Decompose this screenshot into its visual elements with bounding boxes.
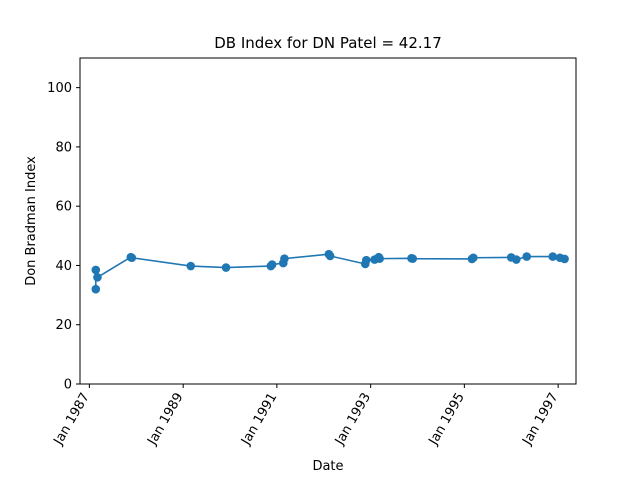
y-tick-label: 0 <box>64 378 72 393</box>
y-axis-title: Don Bradman Index <box>24 156 39 286</box>
axes-frame <box>79 57 577 385</box>
data-point <box>362 255 371 265</box>
data-point <box>522 252 532 261</box>
data-point <box>93 273 102 282</box>
data-point <box>375 254 384 263</box>
plot-area <box>91 249 569 294</box>
data-point <box>325 251 335 261</box>
data-point <box>280 254 289 263</box>
y-axis: 0 20 40 60 80 100 <box>47 81 80 393</box>
data-point <box>560 254 569 264</box>
data-point <box>469 253 478 263</box>
data-point <box>186 261 196 271</box>
data-point <box>548 252 558 261</box>
y-tick-label: 40 <box>55 259 72 274</box>
y-tick-label: 80 <box>55 140 72 155</box>
data-point <box>91 265 101 275</box>
chart-title: DB Index for DN Patel = 42.17 <box>214 34 442 52</box>
y-tick-label: 100 <box>47 81 72 96</box>
data-point <box>127 253 137 263</box>
y-tick-label: 60 <box>55 200 72 215</box>
data-point <box>408 254 418 263</box>
x-axis-title: Date <box>312 459 343 474</box>
data-point <box>91 284 101 294</box>
data-point <box>267 260 277 269</box>
y-tick-label: 20 <box>55 318 72 333</box>
data-point <box>221 263 231 272</box>
data-point <box>512 255 521 264</box>
